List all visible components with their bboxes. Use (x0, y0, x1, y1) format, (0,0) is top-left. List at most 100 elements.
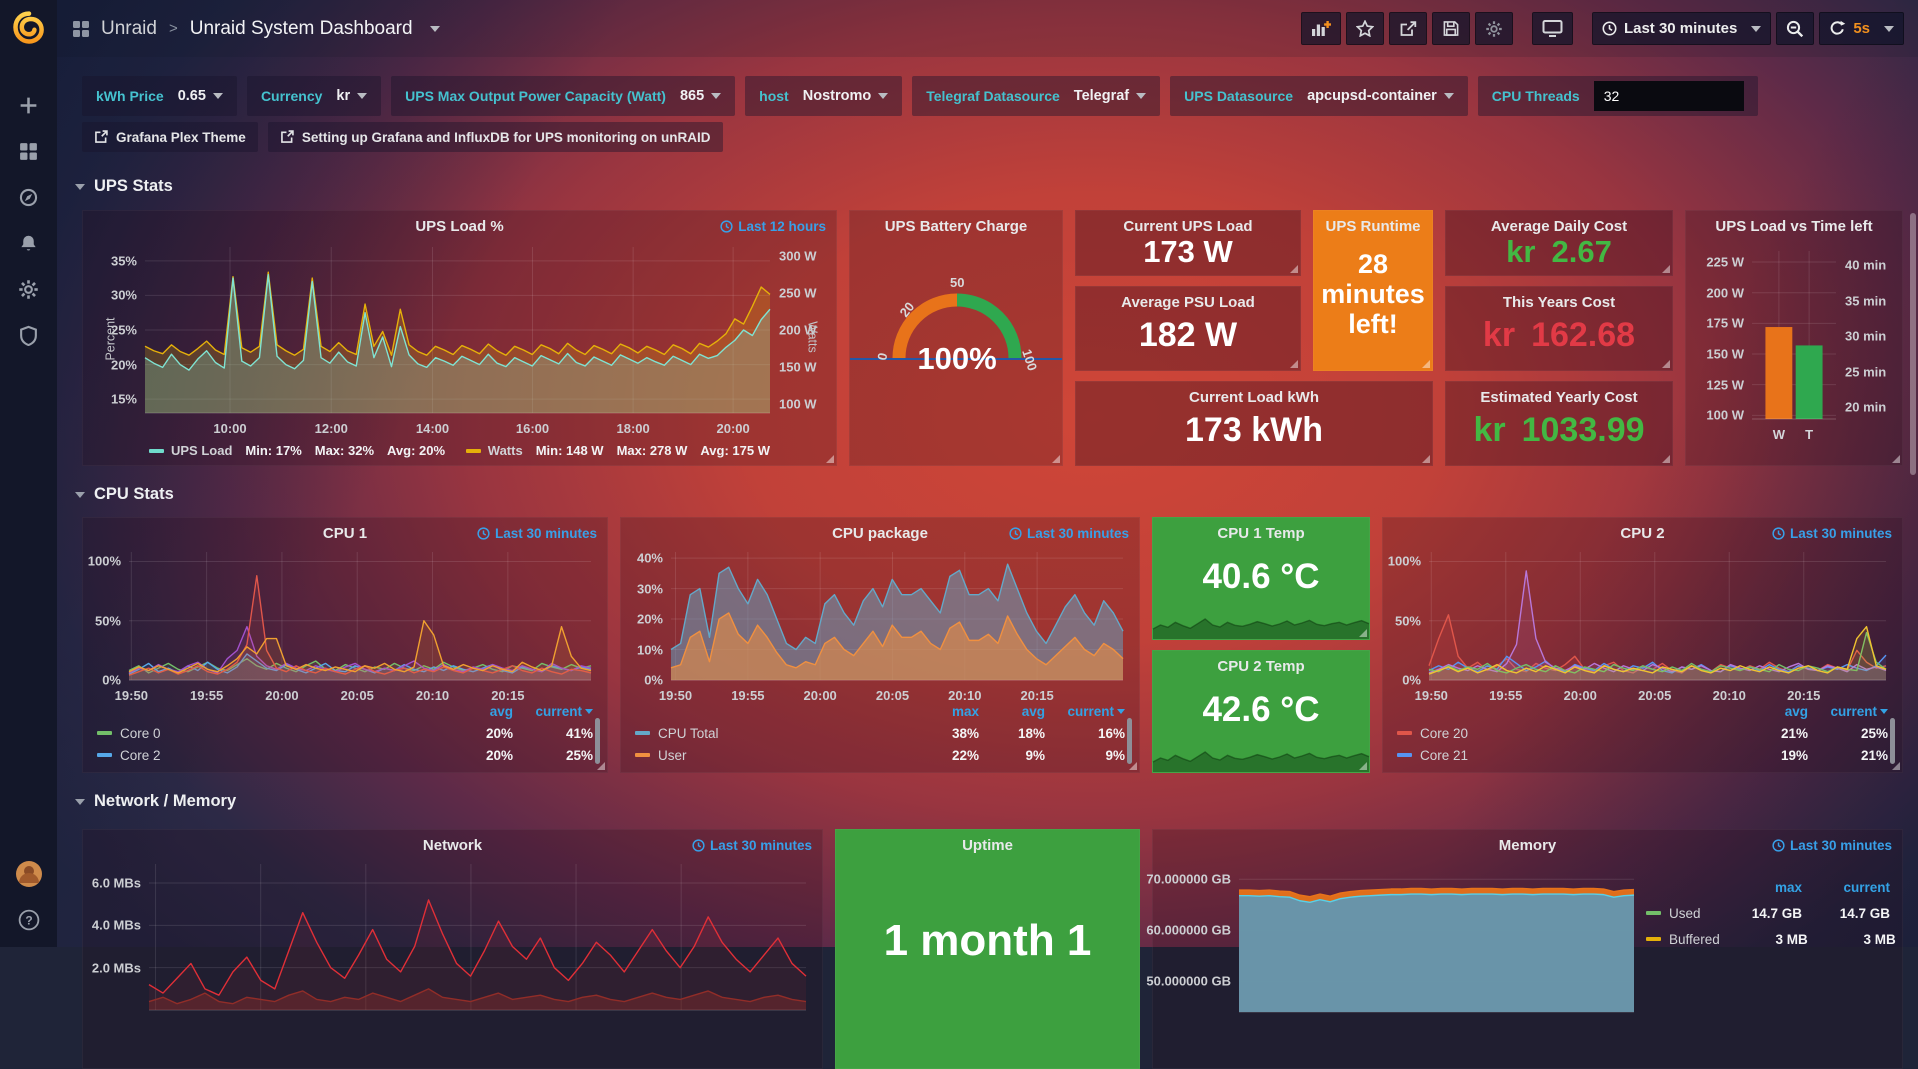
resize-handle[interactable] (1290, 360, 1298, 368)
panel-title[interactable]: CPU 1 Temp (1153, 518, 1369, 542)
axis-tick: 4.0 MBs (92, 918, 141, 933)
resize-handle[interactable] (1129, 762, 1137, 770)
section-cpu-stats[interactable]: CPU Stats (75, 485, 174, 504)
legend-header-current[interactable]: current (1802, 880, 1890, 895)
variable-value-dropdown[interactable]: Nostromo (803, 88, 888, 104)
variable-value-dropdown[interactable]: 865 (680, 88, 721, 104)
resize-handle[interactable] (1662, 360, 1670, 368)
breadcrumb-folder[interactable]: Unraid (101, 18, 157, 40)
variable-value-dropdown[interactable]: kr (336, 88, 367, 104)
resize-handle[interactable] (826, 455, 834, 463)
resize-handle[interactable] (597, 762, 605, 770)
panel-title[interactable]: UPS Runtime (1314, 211, 1432, 235)
legend-scrollbar[interactable] (1127, 718, 1132, 764)
resize-handle[interactable] (1662, 265, 1670, 273)
resize-handle[interactable] (1359, 762, 1367, 770)
y-axis-label-left: Percent (104, 317, 118, 360)
panel-title[interactable]: UPS Battery Charge (850, 211, 1062, 235)
alerting-bell-icon[interactable] (18, 233, 39, 254)
legend-header-max[interactable]: max (1714, 880, 1802, 895)
cpu-threads-input[interactable] (1594, 81, 1744, 111)
panel-title[interactable]: Average PSU Load (1076, 287, 1300, 311)
panel-title[interactable]: Current Load kWh (1076, 382, 1432, 406)
legend-header-avg[interactable]: avg (441, 704, 513, 719)
time-range-picker[interactable]: Last 30 minutes (1592, 12, 1771, 45)
resize-handle[interactable] (1422, 455, 1430, 463)
help-icon[interactable]: ? (18, 909, 40, 931)
dashboards-icon[interactable] (18, 141, 39, 162)
dashboard-grid-icon[interactable] (71, 19, 91, 39)
clock-icon (1009, 527, 1022, 540)
zoom-out-button[interactable] (1776, 12, 1814, 45)
svg-text:?: ? (25, 914, 32, 928)
panel-title[interactable]: Uptime (836, 830, 1139, 854)
refresh-button[interactable]: 5s (1819, 12, 1904, 45)
panel-title[interactable]: Average Daily Cost (1446, 211, 1672, 235)
legend-header-current[interactable]: current (1808, 704, 1888, 719)
panel-title[interactable]: Current UPS Load (1076, 211, 1300, 235)
user-avatar[interactable] (15, 860, 43, 888)
resize-handle[interactable] (1892, 762, 1900, 770)
legend-header-current[interactable]: current (1045, 704, 1125, 719)
link-grafana-plex-theme[interactable]: Grafana Plex Theme (82, 122, 258, 152)
chevron-down-icon (75, 799, 85, 805)
save-dashboard-button[interactable] (1432, 12, 1470, 45)
resize-handle[interactable] (1290, 265, 1298, 273)
legend-item-ups-load: UPS Load Min: 17% Max: 32% Avg: 20% (149, 443, 445, 458)
page-scrollbar[interactable] (1910, 213, 1916, 475)
share-dashboard-button[interactable] (1389, 12, 1427, 45)
variable-currency: Currency kr (247, 76, 381, 116)
refresh-interval-label[interactable]: 5s (1853, 20, 1870, 37)
refresh-interval-caret-icon[interactable] (1884, 26, 1894, 32)
panel-time-override: Last 30 minutes (1772, 838, 1892, 853)
resize-handle[interactable] (1892, 455, 1900, 463)
panel-time-override: Last 30 minutes (477, 526, 597, 541)
variable-value-dropdown[interactable]: 0.65 (178, 88, 223, 104)
legend-header-avg[interactable]: avg (1736, 704, 1808, 719)
star-dashboard-button[interactable] (1346, 12, 1384, 45)
resize-handle[interactable] (1052, 455, 1060, 463)
panel-title[interactable]: UPS Load vs Time left (1686, 211, 1902, 235)
server-admin-shield-icon[interactable] (18, 325, 39, 346)
dashboard-title[interactable]: Unraid System Dashboard (190, 18, 413, 40)
dashboard-title-caret-icon[interactable] (430, 26, 440, 32)
panel-title[interactable]: CPU 2 Temp (1153, 651, 1369, 675)
cycle-view-mode-button[interactable] (1532, 12, 1573, 45)
grafana-logo-icon[interactable] (11, 10, 47, 51)
add-panel-button[interactable] (1301, 12, 1341, 45)
dashboard-settings-button[interactable] (1475, 12, 1513, 45)
legend-header-current[interactable]: current (513, 704, 593, 719)
axis-tick: 225 W (1706, 255, 1744, 270)
panel-title[interactable]: This Years Cost (1446, 287, 1672, 311)
explore-icon[interactable] (18, 187, 39, 208)
chevron-down-icon (357, 93, 367, 99)
section-network-memory[interactable]: Network / Memory (75, 792, 236, 811)
resize-handle[interactable] (1422, 360, 1430, 368)
configuration-gear-icon[interactable] (18, 279, 39, 300)
legend-scrollbar[interactable] (595, 718, 600, 764)
panel-title[interactable]: Estimated Yearly Cost (1446, 382, 1672, 406)
create-icon[interactable] (18, 95, 39, 116)
chevron-down-icon (1444, 93, 1454, 99)
variable-value-dropdown[interactable]: apcupsd-container (1307, 88, 1454, 104)
link-ups-monitoring-guide[interactable]: Setting up Grafana and InfluxDB for UPS … (268, 122, 723, 152)
resize-handle[interactable] (1359, 629, 1367, 637)
variable-label: host (759, 88, 789, 104)
section-ups-stats[interactable]: UPS Stats (75, 177, 173, 196)
legend-header-max[interactable]: max (913, 704, 979, 719)
battery-gauge[interactable]: 0 20 50 100 100% (850, 241, 1064, 411)
resize-handle[interactable] (1662, 455, 1670, 463)
variable-value-dropdown[interactable]: Telegraf (1074, 88, 1146, 104)
legend-header-avg[interactable]: avg (979, 704, 1045, 719)
amount: 1033.99 (1522, 413, 1645, 449)
legend-scrollbar[interactable] (1890, 718, 1895, 764)
